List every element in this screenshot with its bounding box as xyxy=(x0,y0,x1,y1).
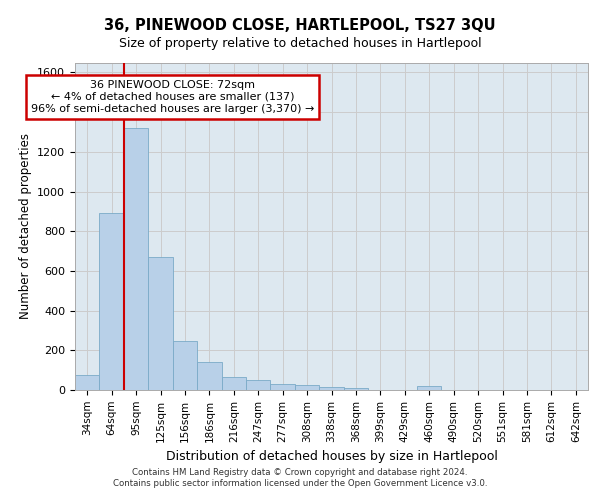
Bar xyxy=(197,362,221,390)
Text: 36, PINEWOOD CLOSE, HARTLEPOOL, TS27 3QU: 36, PINEWOOD CLOSE, HARTLEPOOL, TS27 3QU xyxy=(104,18,496,32)
Bar xyxy=(124,128,148,390)
Text: Contains HM Land Registry data © Crown copyright and database right 2024.
Contai: Contains HM Land Registry data © Crown c… xyxy=(113,468,487,487)
Bar xyxy=(319,387,344,390)
Y-axis label: Number of detached properties: Number of detached properties xyxy=(19,133,32,320)
X-axis label: Distribution of detached houses by size in Hartlepool: Distribution of detached houses by size … xyxy=(166,450,497,463)
Bar xyxy=(344,388,368,390)
Bar xyxy=(173,342,197,390)
Bar xyxy=(417,386,442,390)
Bar xyxy=(271,384,295,390)
Bar xyxy=(100,214,124,390)
Bar xyxy=(221,376,246,390)
Text: Size of property relative to detached houses in Hartlepool: Size of property relative to detached ho… xyxy=(119,38,481,51)
Bar xyxy=(295,384,319,390)
Text: 36 PINEWOOD CLOSE: 72sqm
← 4% of detached houses are smaller (137)
96% of semi-d: 36 PINEWOOD CLOSE: 72sqm ← 4% of detache… xyxy=(31,80,314,114)
Bar xyxy=(75,375,100,390)
Bar xyxy=(148,257,173,390)
Bar xyxy=(246,380,271,390)
